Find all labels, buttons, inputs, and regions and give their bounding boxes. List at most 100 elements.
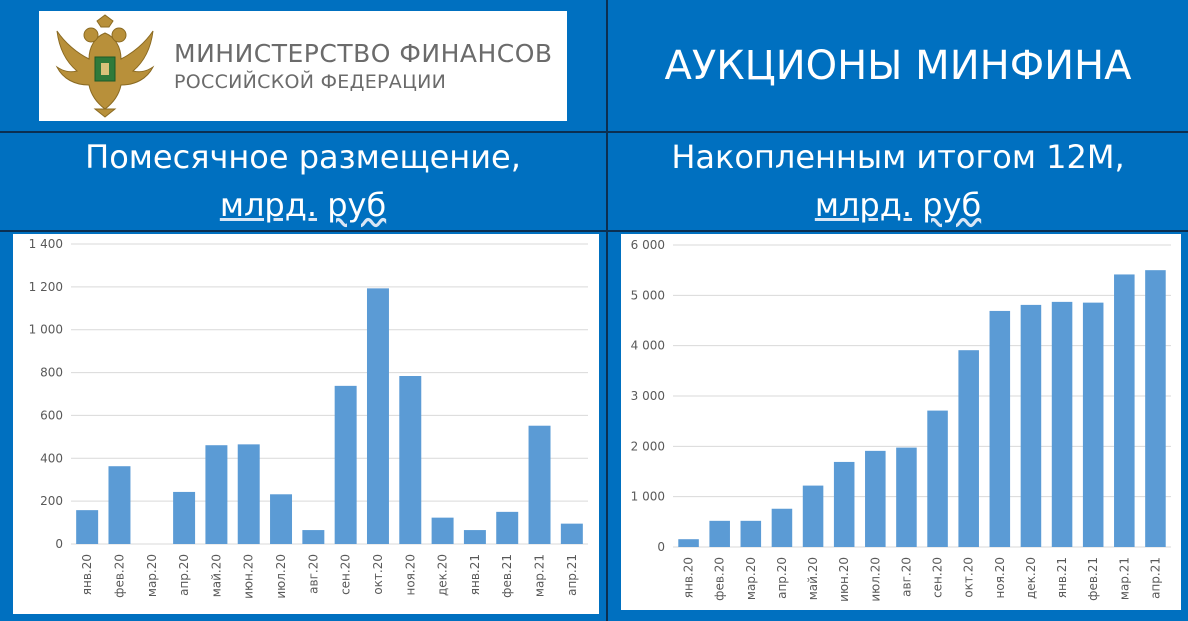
bar xyxy=(528,425,551,544)
y-tick-label: 1 000 xyxy=(631,490,665,504)
bar xyxy=(771,508,793,547)
bar xyxy=(431,517,454,544)
y-tick-label: 1 200 xyxy=(29,280,63,294)
x-tick-label: дек.20 xyxy=(1024,557,1038,599)
y-tick-label: 5 000 xyxy=(631,288,665,302)
y-tick-label: 800 xyxy=(40,366,63,380)
y-tick-label: 3 000 xyxy=(631,389,665,403)
x-tick-label: мар.20 xyxy=(145,554,159,597)
x-tick-label: апр.21 xyxy=(1148,557,1162,599)
bar xyxy=(740,520,762,547)
bar xyxy=(237,444,260,544)
bar xyxy=(802,485,824,547)
right-subtitle-unit: млрд. руб xyxy=(608,181,1188,229)
bar xyxy=(989,310,1011,547)
divider-horizontal-1 xyxy=(0,131,1188,133)
bar xyxy=(678,539,699,547)
left-subtitle: Помесячное размещение, млрд. руб xyxy=(0,133,606,231)
right-unit-2: руб xyxy=(922,186,982,224)
x-tick-label: сен.20 xyxy=(931,557,945,598)
bar xyxy=(205,445,228,544)
left-unit-1: млрд. xyxy=(219,186,318,224)
x-tick-label: фев.21 xyxy=(500,554,514,598)
bar xyxy=(833,461,855,547)
x-tick-label: июл.20 xyxy=(868,557,882,602)
double-headed-eagle-icon xyxy=(55,14,155,118)
logo-line-2: РОССИЙСКОЙ ФЕДЕРАЦИИ xyxy=(174,71,447,93)
x-tick-label: ноя.20 xyxy=(403,554,417,596)
bar xyxy=(496,511,519,544)
y-tick-label: 0 xyxy=(657,540,665,554)
right-subtitle: Накопленным итогом 12М, млрд. руб xyxy=(608,133,1188,231)
monthly-chart-panel: 0 200 400 600 800 1 000 1 200 1 400 янв.20 фев.20… xyxy=(13,234,599,614)
bar xyxy=(927,410,948,547)
bar xyxy=(896,447,917,547)
bar xyxy=(865,450,886,547)
x-tick-label: дек.20 xyxy=(436,554,450,596)
x-tick-label: апр.20 xyxy=(177,554,191,596)
x-tick-label: янв.20 xyxy=(80,554,94,595)
x-tick-label: ноя.20 xyxy=(993,557,1007,599)
bar xyxy=(270,494,293,544)
bar xyxy=(463,530,486,544)
x-tick-label: апр.21 xyxy=(565,554,579,596)
x-tick-label: янв.21 xyxy=(468,554,482,595)
monthly-placement-chart: 0 200 400 600 800 1 000 1 200 1 400 янв.20 фев.20… xyxy=(29,237,588,599)
x-tick-label: июн.20 xyxy=(837,557,851,602)
bar xyxy=(1114,274,1135,547)
logo-line-1: МИНИСТЕРСТВО ФИНАНСОВ xyxy=(174,39,553,68)
right-subtitle-line1: Накопленным итогом 12М, xyxy=(671,138,1125,176)
x-tick-label: мар.21 xyxy=(1117,557,1131,600)
x-tick-label: мар.21 xyxy=(533,554,547,597)
x-tick-label: сен.20 xyxy=(339,554,353,595)
x-tick-label: июн.20 xyxy=(242,554,256,599)
bar xyxy=(108,466,131,544)
bar xyxy=(76,510,99,544)
x-tick-label: фев.20 xyxy=(713,557,727,601)
bar xyxy=(709,520,730,547)
bar xyxy=(560,523,583,544)
bar xyxy=(958,350,979,547)
bar xyxy=(334,385,357,544)
x-tick-label: авг.20 xyxy=(899,557,913,597)
x-tick-label: янв.20 xyxy=(682,557,696,598)
bar xyxy=(1145,270,1166,547)
right-unit-1: млрд. xyxy=(814,186,913,224)
x-tick-label: май.20 xyxy=(806,557,820,600)
x-tick-label: фев.20 xyxy=(112,554,126,598)
bar xyxy=(1051,301,1073,547)
y-tick-label: 4 000 xyxy=(631,339,665,353)
bar xyxy=(302,530,325,544)
y-tick-label: 200 xyxy=(40,494,63,508)
bar xyxy=(1020,304,1042,547)
ministry-logo: МИНИСТЕРСТВО ФИНАНСОВ РОССИЙСКОЙ ФЕДЕРАЦ… xyxy=(39,11,567,121)
cumulative-chart-panel: 0 1 000 2 000 3 000 4 000 5 000 6 000 янв.20 фев… xyxy=(621,234,1181,610)
x-tick-label: окт.20 xyxy=(371,554,385,595)
y-tick-label: 6 000 xyxy=(631,238,665,252)
divider-horizontal-2 xyxy=(0,230,1188,232)
left-unit-2: руб xyxy=(327,186,387,224)
bar xyxy=(173,491,196,544)
x-tick-label: янв.21 xyxy=(1055,557,1069,598)
cumulative-12m-chart: 0 1 000 2 000 3 000 4 000 5 000 6 000 янв.20 фев… xyxy=(631,238,1171,602)
x-tick-label: апр.20 xyxy=(775,557,789,599)
left-subtitle-unit: млрд. руб xyxy=(0,181,606,229)
y-tick-label: 400 xyxy=(40,451,63,465)
slide-title: АУКЦИОНЫ МИНФИНА xyxy=(664,43,1132,89)
y-tick-label: 600 xyxy=(40,408,63,422)
bar xyxy=(399,376,422,544)
y-tick-label: 0 xyxy=(55,537,63,551)
x-tick-label: мар.20 xyxy=(744,557,758,600)
bar xyxy=(366,288,389,544)
left-subtitle-line1: Помесячное размещение, xyxy=(85,138,521,176)
y-tick-label: 2 000 xyxy=(631,439,665,453)
divider-vertical xyxy=(606,0,608,621)
x-tick-label: май.20 xyxy=(209,554,223,597)
y-tick-label: 1 000 xyxy=(29,323,63,337)
y-tick-label: 1 400 xyxy=(29,237,63,251)
bar xyxy=(1082,302,1104,547)
x-tick-label: фев.21 xyxy=(1086,557,1100,601)
x-tick-label: июл.20 xyxy=(274,554,288,599)
x-tick-label: авг.20 xyxy=(306,554,320,594)
